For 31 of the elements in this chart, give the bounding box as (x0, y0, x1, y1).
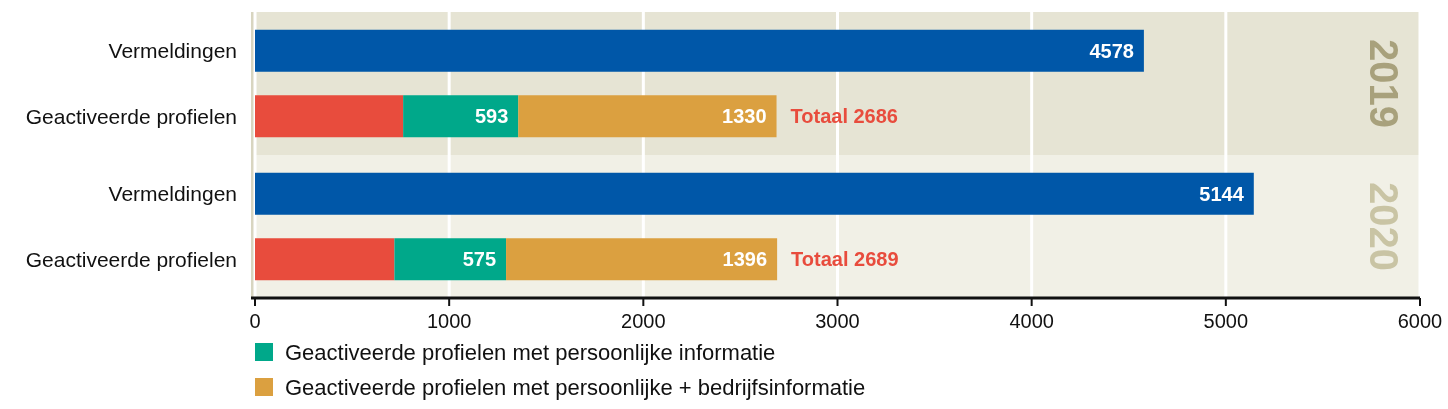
y-tick-label: Geactiveerde profielen (25, 104, 237, 128)
data-label: 1330 (722, 105, 767, 128)
y-tick-label: Vermeldingen (108, 39, 237, 63)
total-label: Totaal 2686 (790, 105, 898, 128)
legend-label: Geactiveerde profielen met persoonlijke + bedrijfsinformatie (285, 374, 866, 400)
y-tick-label: Geactiveerde profielen (25, 247, 237, 271)
data-label: 593 (474, 105, 509, 128)
bar (403, 95, 519, 138)
total-label: Totaal 2689 (791, 248, 899, 271)
x-tick-label: 3000 (815, 310, 860, 332)
x-tick-label: 2000 (621, 310, 666, 332)
annotation: 2020 (1362, 182, 1406, 271)
x-tick-label: 1000 (426, 310, 472, 332)
bar (255, 172, 1254, 215)
x-tick-label: 6000 (1397, 310, 1443, 332)
bar (394, 238, 507, 281)
bar (518, 95, 777, 138)
bar (506, 238, 778, 281)
data-label: 4578 (1089, 39, 1134, 62)
legend-label: Geactiveerde profielen met persoonlijke informatie (285, 339, 776, 365)
x-tick-label: 5000 (1203, 310, 1249, 332)
x-tick-label: 4000 (1009, 310, 1054, 332)
data-label: 575 (462, 248, 497, 271)
x-tick-label: 0 (249, 310, 261, 332)
band-label: 2019 (1362, 39, 1406, 128)
y-tick-label: Vermeldingen (108, 182, 237, 206)
bar (255, 29, 1144, 72)
bar (255, 238, 395, 281)
bar (255, 95, 404, 138)
data-label: 1396 (722, 248, 768, 271)
data-label: 5144 (1199, 182, 1245, 205)
